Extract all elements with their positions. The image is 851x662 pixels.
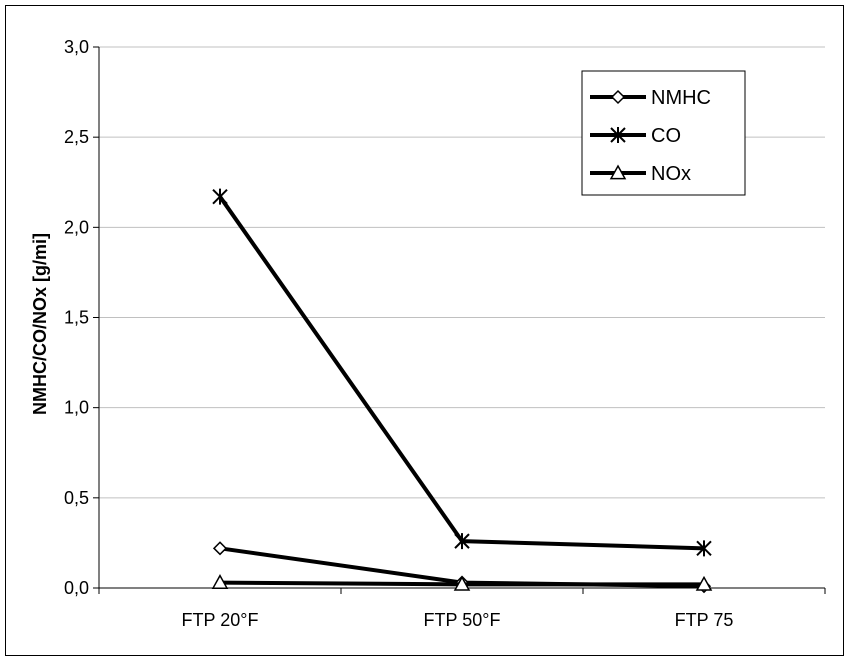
y-tick-label: 1,5 [64, 308, 89, 328]
y-axis-label: NMHC/CO/NOx [g/mi] [30, 233, 50, 415]
co-data-point [454, 533, 470, 550]
legend: NMHC CO NOx [581, 70, 746, 196]
y-tick-label: 2,0 [64, 217, 89, 237]
nox-data-point [695, 575, 713, 591]
x-tick-label: FTP 75 [675, 610, 734, 630]
legend-label-nmhc: NMHC [651, 87, 711, 109]
data-series [211, 188, 713, 594]
y-tick-label: 0,0 [64, 578, 89, 598]
line-chart: 0,0 0,5 1,0 1,5 2,0 2,5 3,0 FTP 20°F FTP 50°F FTP… [30, 37, 826, 630]
co-series-line [218, 195, 705, 551]
nox-legend-marker [609, 164, 627, 180]
y-tick-label: 0,5 [64, 488, 89, 508]
x-tick-label: FTP 20°F [182, 610, 259, 630]
x-tick-label: FTP 50°F [424, 610, 501, 630]
y-tick-label: 1,0 [64, 398, 89, 418]
y-tick-label: 2,5 [64, 127, 89, 147]
co-data-point [696, 540, 712, 557]
legend-label-nox: NOx [651, 163, 691, 185]
legend-label-co: CO [651, 125, 681, 147]
nox-data-point [211, 574, 229, 589]
grid-lines [99, 46, 825, 499]
nmhc-data-point [212, 541, 228, 556]
co-data-point [212, 188, 228, 205]
co-legend-marker [610, 127, 626, 143]
nmhc-legend-marker [610, 89, 626, 105]
y-tick-label: 3,0 [64, 37, 89, 57]
nox-data-point [453, 575, 471, 591]
chart-frame: 0,0 0,5 1,0 1,5 2,0 2,5 3,0 FTP 20°F FTP 50°F FTP… [5, 5, 844, 656]
